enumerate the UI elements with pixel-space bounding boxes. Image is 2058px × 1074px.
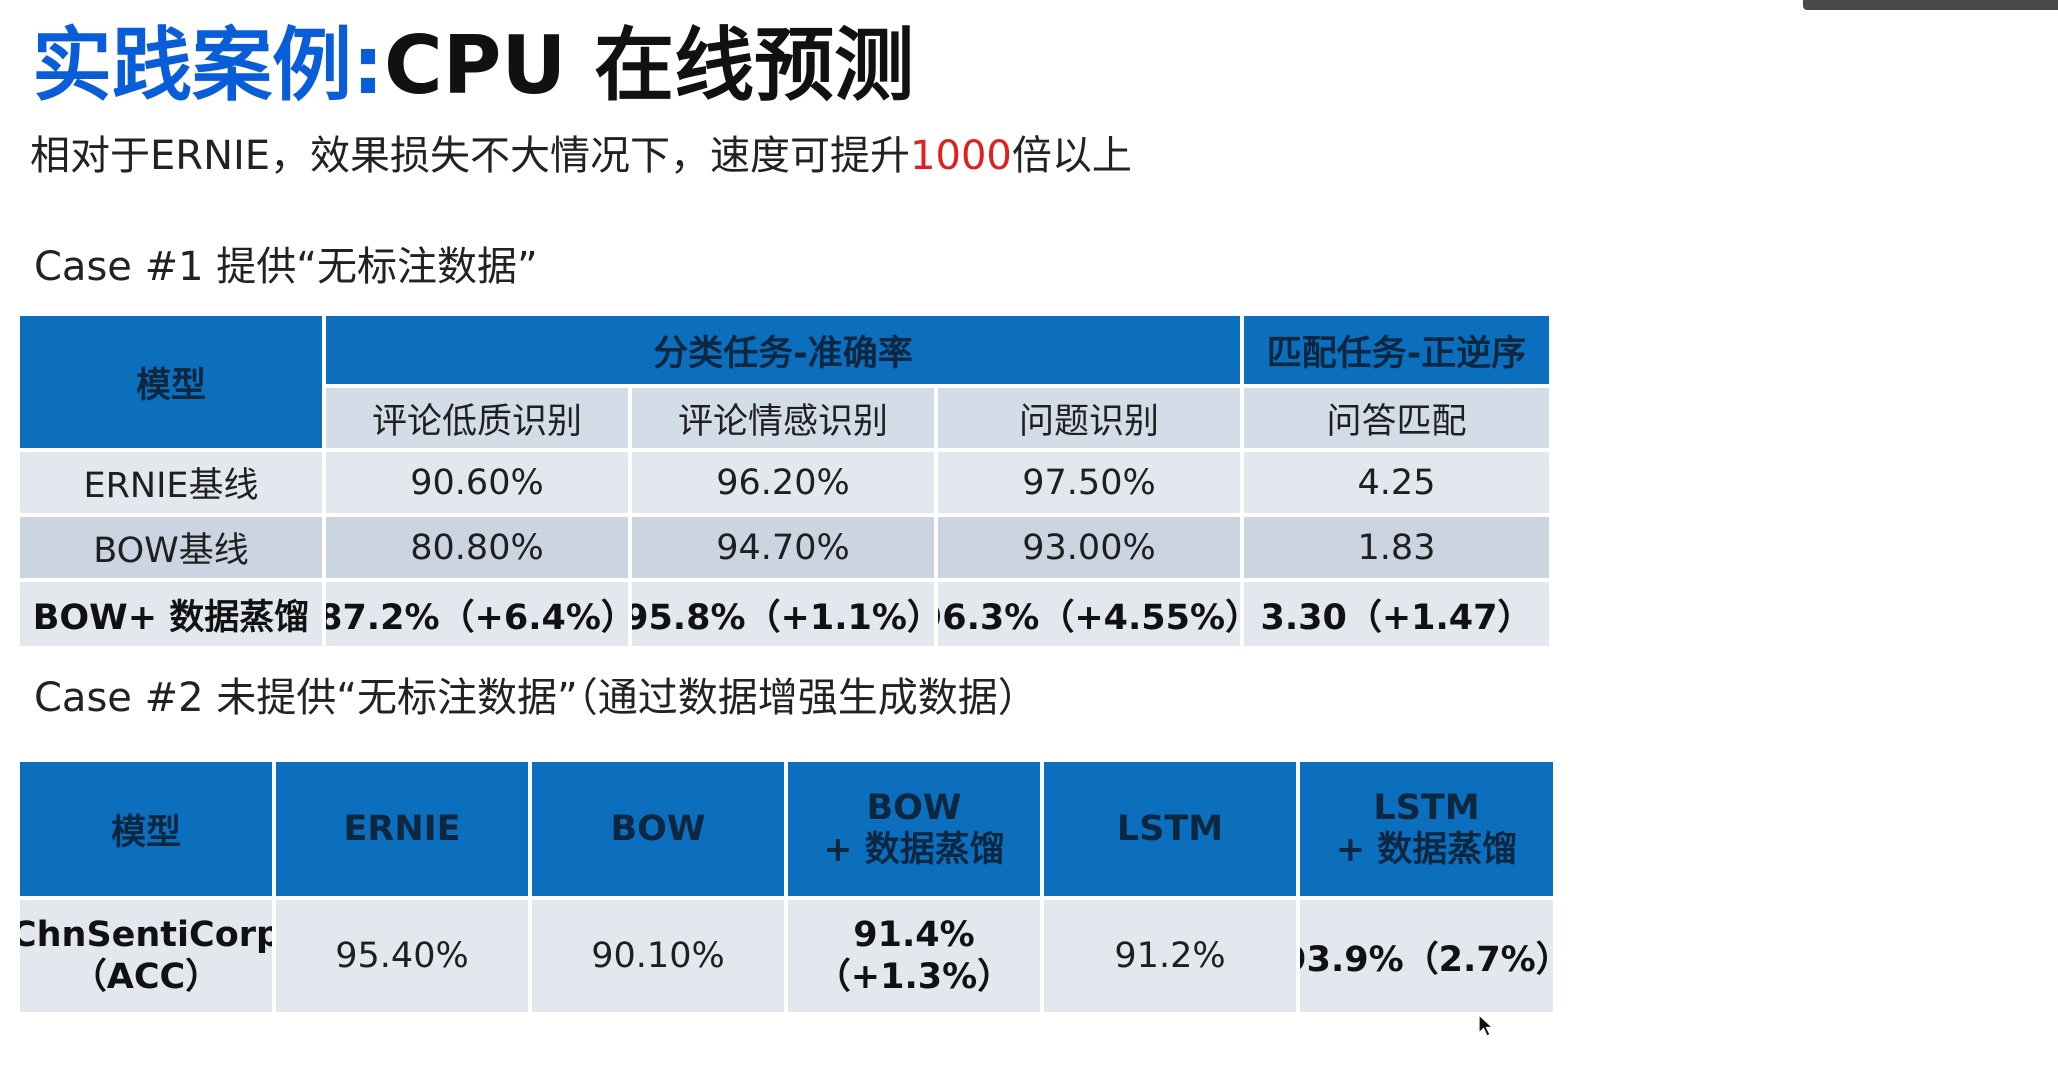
case1-cell: 96.3%（+4.55%） — [938, 582, 1240, 646]
slide-subtitle: 相对于ERNIE，效果损失不大情况下，速度可提升1000倍以上 — [30, 126, 1132, 186]
subtitle-highlight-number: 1000 — [910, 133, 1012, 179]
case1-matching-group-header: 匹配任务-正逆序 — [1244, 316, 1549, 384]
case1-classification-group-header: 分类任务-准确率 — [326, 316, 1240, 384]
case1-table: 模型 分类任务-准确率 匹配任务-正逆序 评论低质识别 评论情感识别 问题识别 … — [20, 316, 1553, 646]
case1-subheader: 评论低质识别 — [326, 388, 628, 448]
window-top-bar — [1803, 0, 2058, 10]
case2-row-model: ChnSentiCorp （ACC） — [20, 900, 272, 1012]
case1-row-model: BOW基线 — [20, 517, 322, 578]
case2-cell-lstm: 91.2% — [1044, 900, 1296, 1012]
subtitle-text: 相对于ERNIE，效果损失不大情况下，速度可提升 — [30, 133, 911, 179]
case1-row-model: ERNIE基线 — [20, 452, 322, 513]
case2-header-line: BOW — [866, 788, 962, 828]
title-highlight: 实践案例: — [32, 19, 384, 112]
case2-value-line: （+1.3%） — [815, 957, 1013, 997]
case2-header-model: 模型 — [20, 762, 272, 896]
case1-cell: 96.20% — [632, 452, 934, 513]
case2-header-lstm: LSTM — [1044, 762, 1296, 896]
case2-header-line: + 数据蒸馏 — [823, 830, 1005, 870]
case2-cell-bow-distill: 91.4% （+1.3%） — [788, 900, 1040, 1012]
slide-title: 实践案例:CPU 在线预测 — [32, 16, 914, 116]
case2-header-lstm-distill: LSTM + 数据蒸馏 — [1300, 762, 1553, 896]
subtitle-text-end: 倍以上 — [1011, 133, 1132, 179]
case2-value-line: 91.4% — [853, 915, 975, 955]
case2-heading: Case #2 未提供“无标注数据”（通过数据增强生成数据） — [34, 675, 1038, 721]
case2-header-line: + 数据蒸馏 — [1335, 830, 1518, 870]
case1-subheader: 评论情感识别 — [632, 388, 934, 448]
case1-row-model: BOW+ 数据蒸馏 — [20, 582, 322, 646]
case1-heading: Case #1 提供“无标注数据” — [34, 244, 538, 290]
case2-table: 模型 ERNIE BOW BOW + 数据蒸馏 LSTM LSTM + 数据蒸馏… — [20, 762, 1553, 1012]
case1-cell: 95.8%（+1.1%） — [632, 582, 934, 646]
case1-subheader: 问答匹配 — [1244, 388, 1549, 448]
case2-cell-lstm-distill: 93.9%（2.7%） — [1300, 900, 1553, 1012]
case1-cell: 3.30（+1.47） — [1244, 582, 1549, 646]
case1-cell: 93.00% — [938, 517, 1240, 578]
case2-header-bow: BOW — [532, 762, 784, 896]
case2-header-ernie: ERNIE — [276, 762, 528, 896]
case2-model-line: ChnSentiCorp — [20, 915, 272, 955]
case1-model-header: 模型 — [20, 316, 322, 448]
case2-cell-bow: 90.10% — [532, 900, 784, 1012]
case2-model-line: （ACC） — [71, 957, 221, 997]
case1-cell: 87.2%（+6.4%） — [326, 582, 628, 646]
case1-subheader: 问题识别 — [938, 388, 1240, 448]
case1-cell: 90.60% — [326, 452, 628, 513]
case1-cell: 1.83 — [1244, 517, 1549, 578]
case1-cell: 94.70% — [632, 517, 934, 578]
case2-header-line: LSTM — [1373, 788, 1480, 828]
case1-cell: 97.50% — [938, 452, 1240, 513]
case2-cell-ernie: 95.40% — [276, 900, 528, 1012]
mouse-pointer-icon — [1478, 1014, 1495, 1037]
title-rest: CPU 在线预测 — [384, 19, 915, 112]
case1-cell: 4.25 — [1244, 452, 1549, 513]
case1-cell: 80.80% — [326, 517, 628, 578]
case2-header-bow-distill: BOW + 数据蒸馏 — [788, 762, 1040, 896]
